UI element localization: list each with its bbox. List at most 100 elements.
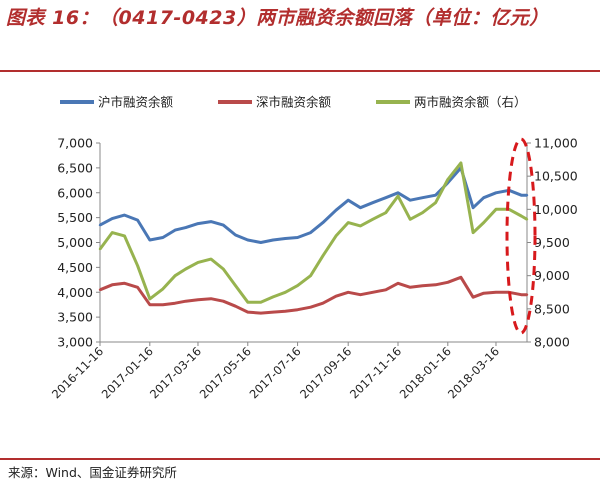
series-point-0 bbox=[471, 206, 475, 209]
series-point-1 bbox=[196, 298, 200, 301]
series-point-1 bbox=[284, 310, 287, 313]
series-point-2 bbox=[321, 254, 325, 257]
series-point-1 bbox=[259, 311, 262, 315]
series-point-0 bbox=[234, 233, 237, 237]
legend-label: 两市融资余额（右） bbox=[414, 95, 527, 110]
series-point-2 bbox=[136, 264, 139, 267]
series-point-0 bbox=[494, 191, 498, 194]
series-point-0 bbox=[409, 199, 412, 202]
left-tick-label: 6,500 bbox=[57, 160, 93, 175]
series-point-1 bbox=[434, 283, 437, 286]
series-point-0 bbox=[396, 191, 400, 194]
legend-label: 深市融资余额 bbox=[256, 95, 332, 110]
series-point-2 bbox=[409, 218, 412, 221]
series-point-1 bbox=[296, 308, 299, 311]
highlight-ellipse bbox=[505, 137, 537, 335]
series-point-2 bbox=[471, 231, 475, 234]
series-point-1 bbox=[148, 303, 151, 306]
series-point-2 bbox=[520, 214, 523, 218]
series-point-1 bbox=[111, 283, 114, 286]
series-point-1 bbox=[359, 293, 362, 296]
series-point-2 bbox=[494, 208, 498, 211]
series-point-1 bbox=[482, 292, 485, 295]
series-point-1 bbox=[173, 302, 177, 305]
series-point-1 bbox=[271, 310, 275, 314]
series-point-2 bbox=[259, 301, 262, 304]
series-point-2 bbox=[359, 224, 362, 228]
right-tick-label: 9,500 bbox=[534, 235, 570, 250]
series-point-2 bbox=[161, 287, 165, 291]
series-point-1 bbox=[222, 300, 225, 303]
x-tick-label: 2016-11-16 bbox=[49, 344, 106, 401]
series-point-2 bbox=[284, 291, 287, 294]
title-divider bbox=[0, 70, 600, 72]
chart-annotations bbox=[505, 137, 537, 335]
x-tick-label: 2017-11-16 bbox=[347, 344, 404, 401]
left-tick-label: 4,000 bbox=[57, 285, 93, 300]
series-line-2 bbox=[98, 161, 528, 304]
series-point-1 bbox=[371, 291, 374, 294]
series-point-0 bbox=[525, 194, 529, 197]
series-point-2 bbox=[234, 284, 237, 287]
x-tick-label: 2018-03-16 bbox=[445, 344, 502, 401]
series-point-2 bbox=[434, 201, 437, 204]
series-point-0 bbox=[184, 226, 187, 229]
series-point-0 bbox=[271, 238, 275, 242]
series-point-2 bbox=[296, 284, 299, 287]
series-point-1 bbox=[525, 293, 529, 296]
series-point-1 bbox=[98, 288, 102, 291]
series-point-0 bbox=[209, 220, 213, 223]
series-point-2 bbox=[123, 234, 126, 238]
series-point-0 bbox=[222, 223, 225, 227]
series-point-0 bbox=[421, 196, 424, 199]
series-point-0 bbox=[136, 218, 139, 222]
series-point-1 bbox=[471, 296, 475, 299]
series-point-2 bbox=[246, 301, 249, 304]
series-point-2 bbox=[371, 218, 374, 221]
series-point-0 bbox=[482, 196, 485, 199]
series-point-2 bbox=[421, 211, 424, 214]
series-point-2 bbox=[209, 257, 213, 261]
series-point-2 bbox=[525, 218, 529, 221]
series-point-2 bbox=[222, 267, 225, 271]
series-point-2 bbox=[347, 221, 350, 224]
series-point-2 bbox=[384, 211, 387, 214]
series-point-1 bbox=[334, 295, 338, 298]
series-point-1 bbox=[184, 300, 187, 303]
left-tick-label: 3,500 bbox=[57, 310, 93, 325]
right-tick-label: 9,000 bbox=[534, 268, 570, 283]
series-point-2 bbox=[396, 194, 400, 198]
series-point-2 bbox=[173, 274, 177, 277]
series-point-0 bbox=[173, 228, 177, 232]
series-point-1 bbox=[161, 303, 165, 306]
series-point-1 bbox=[520, 293, 523, 296]
right-tick-label: 8,000 bbox=[534, 335, 570, 350]
x-tick-label: 2017-03-16 bbox=[147, 344, 204, 401]
series-point-2 bbox=[334, 234, 338, 238]
series-point-0 bbox=[434, 194, 437, 197]
legend-label: 沪市融资余额 bbox=[98, 95, 174, 110]
series-point-0 bbox=[259, 241, 262, 244]
series-point-2 bbox=[196, 261, 200, 264]
series-point-0 bbox=[98, 223, 102, 227]
left-tick-label: 6,000 bbox=[57, 185, 93, 200]
series-point-2 bbox=[309, 274, 312, 277]
series-point-2 bbox=[446, 178, 449, 181]
series-point-0 bbox=[347, 199, 350, 202]
series-point-1 bbox=[409, 286, 412, 289]
series-point-0 bbox=[246, 238, 249, 242]
series-point-0 bbox=[384, 196, 387, 199]
series-point-1 bbox=[459, 276, 463, 279]
series-point-0 bbox=[296, 236, 299, 239]
series-point-1 bbox=[421, 284, 424, 287]
source-divider bbox=[0, 458, 600, 460]
series-point-0 bbox=[123, 213, 126, 217]
series-point-0 bbox=[359, 206, 362, 209]
right-tick-label: 10,000 bbox=[534, 202, 578, 217]
left-tick-label: 7,000 bbox=[57, 136, 93, 151]
chart-legend: 沪市融资余额 深市融资余额 两市融资余额（右） bbox=[60, 95, 527, 110]
right-tick-label: 10,500 bbox=[534, 169, 578, 184]
series-point-0 bbox=[196, 222, 200, 225]
series-point-1 bbox=[209, 297, 213, 300]
